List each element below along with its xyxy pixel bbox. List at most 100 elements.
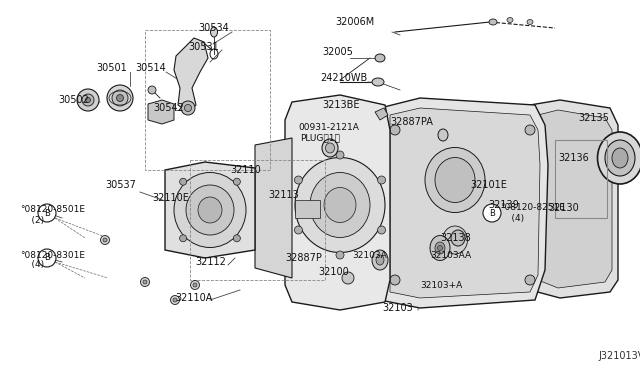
Ellipse shape bbox=[184, 105, 191, 112]
Text: 32103: 32103 bbox=[382, 303, 413, 313]
Ellipse shape bbox=[322, 139, 338, 157]
Ellipse shape bbox=[372, 78, 384, 86]
Ellipse shape bbox=[372, 250, 388, 270]
Bar bbox=[295, 200, 320, 218]
Ellipse shape bbox=[605, 140, 635, 176]
Polygon shape bbox=[255, 138, 292, 278]
Text: 32136: 32136 bbox=[558, 153, 589, 163]
Ellipse shape bbox=[103, 238, 107, 242]
Text: B: B bbox=[489, 208, 495, 218]
Ellipse shape bbox=[324, 187, 356, 222]
Ellipse shape bbox=[234, 178, 241, 185]
Ellipse shape bbox=[211, 27, 218, 37]
Ellipse shape bbox=[438, 246, 442, 250]
Ellipse shape bbox=[112, 90, 128, 106]
Bar bbox=[190, 160, 325, 280]
Ellipse shape bbox=[186, 185, 234, 235]
Text: °08120-8301E: °08120-8301E bbox=[20, 250, 85, 260]
Ellipse shape bbox=[342, 272, 354, 284]
Text: 32110: 32110 bbox=[230, 165, 260, 175]
Ellipse shape bbox=[507, 17, 513, 22]
Ellipse shape bbox=[170, 295, 179, 305]
Text: 32006M: 32006M bbox=[335, 17, 374, 27]
Ellipse shape bbox=[180, 235, 187, 242]
Ellipse shape bbox=[425, 148, 485, 212]
Text: 32100: 32100 bbox=[318, 267, 349, 277]
Text: J321013V: J321013V bbox=[598, 351, 640, 361]
Text: (4): (4) bbox=[500, 214, 524, 222]
Text: 32103AA: 32103AA bbox=[430, 250, 471, 260]
Bar bbox=[145, 30, 270, 170]
Text: 32112: 32112 bbox=[195, 257, 226, 267]
Text: B: B bbox=[44, 208, 50, 218]
Ellipse shape bbox=[294, 176, 303, 184]
Ellipse shape bbox=[100, 235, 109, 244]
Text: °08120-8251E: °08120-8251E bbox=[500, 203, 565, 212]
Polygon shape bbox=[390, 108, 540, 298]
Polygon shape bbox=[285, 95, 390, 310]
Ellipse shape bbox=[375, 54, 385, 62]
Ellipse shape bbox=[181, 101, 195, 115]
Polygon shape bbox=[530, 100, 618, 298]
Ellipse shape bbox=[180, 178, 187, 185]
Polygon shape bbox=[174, 38, 208, 112]
Ellipse shape bbox=[193, 283, 197, 287]
Polygon shape bbox=[375, 108, 388, 120]
Text: 00931-2121A: 00931-2121A bbox=[298, 124, 359, 132]
Text: 32110E: 32110E bbox=[152, 193, 189, 203]
Text: 30537: 30537 bbox=[105, 180, 136, 190]
Polygon shape bbox=[538, 110, 612, 288]
Text: 30534: 30534 bbox=[198, 23, 228, 33]
Bar bbox=[555, 140, 607, 218]
Text: 24210WB: 24210WB bbox=[320, 73, 367, 83]
Polygon shape bbox=[380, 98, 548, 308]
Ellipse shape bbox=[141, 278, 150, 286]
Ellipse shape bbox=[77, 89, 99, 111]
Ellipse shape bbox=[483, 204, 501, 222]
Ellipse shape bbox=[336, 151, 344, 159]
Text: 32103A: 32103A bbox=[352, 250, 387, 260]
Text: 32138: 32138 bbox=[440, 233, 471, 243]
Text: 32005: 32005 bbox=[322, 47, 353, 57]
Ellipse shape bbox=[525, 125, 535, 135]
Text: 32113: 32113 bbox=[268, 190, 299, 200]
Ellipse shape bbox=[598, 132, 640, 184]
Text: 32139: 32139 bbox=[488, 200, 519, 210]
Ellipse shape bbox=[198, 197, 222, 223]
Ellipse shape bbox=[234, 235, 241, 242]
Text: 32103+A: 32103+A bbox=[420, 280, 462, 289]
Text: 32135: 32135 bbox=[578, 113, 609, 123]
Ellipse shape bbox=[442, 226, 467, 254]
Text: 30531: 30531 bbox=[188, 42, 219, 52]
Text: (4): (4) bbox=[20, 260, 44, 269]
Ellipse shape bbox=[612, 148, 628, 168]
Text: 32887P: 32887P bbox=[285, 253, 322, 263]
Ellipse shape bbox=[489, 19, 497, 25]
Ellipse shape bbox=[527, 19, 533, 25]
Text: PLUG（1）: PLUG（1） bbox=[300, 134, 340, 142]
Ellipse shape bbox=[191, 280, 200, 289]
Text: 32110A: 32110A bbox=[175, 293, 212, 303]
Polygon shape bbox=[148, 100, 174, 124]
Ellipse shape bbox=[336, 251, 344, 259]
Ellipse shape bbox=[148, 86, 156, 94]
Ellipse shape bbox=[451, 230, 465, 246]
Ellipse shape bbox=[438, 129, 448, 141]
Text: 30514: 30514 bbox=[135, 63, 166, 73]
Ellipse shape bbox=[82, 94, 94, 106]
Ellipse shape bbox=[295, 157, 385, 253]
Text: °08120-8501E: °08120-8501E bbox=[20, 205, 85, 215]
Text: 30502: 30502 bbox=[58, 95, 89, 105]
Ellipse shape bbox=[143, 280, 147, 284]
Ellipse shape bbox=[525, 275, 535, 285]
Ellipse shape bbox=[86, 97, 90, 103]
Ellipse shape bbox=[376, 255, 384, 265]
Text: 30501: 30501 bbox=[96, 63, 127, 73]
Text: 32887PA: 32887PA bbox=[390, 117, 433, 127]
Ellipse shape bbox=[435, 242, 445, 254]
Text: 3213BE: 3213BE bbox=[322, 100, 360, 110]
Ellipse shape bbox=[116, 94, 124, 102]
Text: 30542: 30542 bbox=[153, 103, 184, 113]
Ellipse shape bbox=[390, 125, 400, 135]
Ellipse shape bbox=[390, 275, 400, 285]
